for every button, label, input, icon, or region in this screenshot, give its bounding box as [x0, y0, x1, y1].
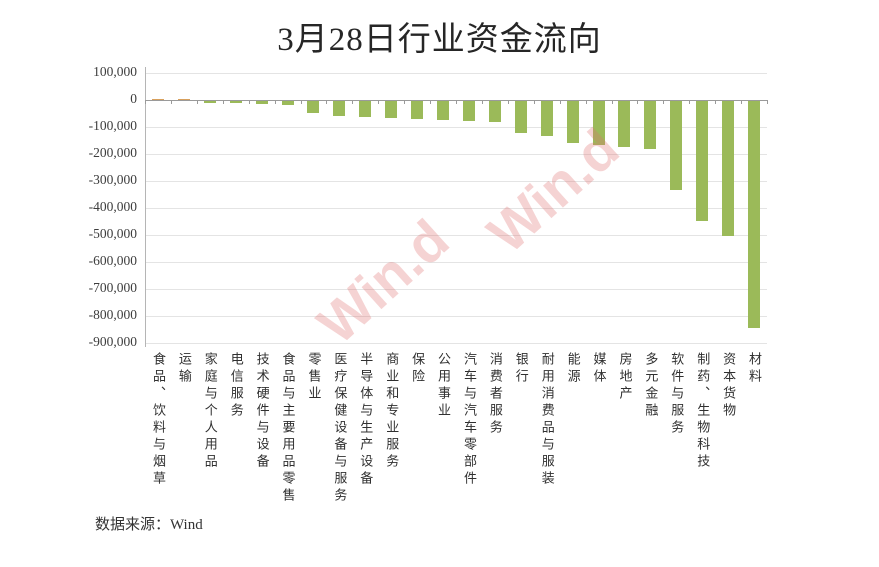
bar [151, 98, 164, 100]
axis-tick [533, 100, 535, 104]
gridline [145, 262, 767, 263]
axis-tick [507, 100, 509, 104]
bar [411, 101, 424, 120]
y-axis-label: -200,000 [88, 145, 137, 160]
x-axis-label: 软件与服务 [669, 352, 685, 437]
axis-tick [481, 100, 483, 104]
gridline [145, 127, 767, 128]
y-axis-label: 100,000 [93, 64, 137, 79]
y-axis-label: -800,000 [88, 307, 137, 322]
bar [488, 101, 501, 123]
bar [696, 101, 709, 222]
axis-tick [456, 100, 457, 104]
bar [618, 101, 631, 147]
gridline [145, 154, 767, 155]
axis-tick [430, 100, 432, 104]
x-axis-label: 家庭与个人用品 [202, 352, 218, 471]
axis-tick [300, 100, 302, 104]
y-axis-label: -400,000 [88, 199, 137, 214]
gridline [145, 73, 767, 74]
x-axis-label: 制药、生物科技 [695, 352, 711, 471]
bar [281, 101, 294, 106]
x-axis-label: 材料 [747, 352, 763, 386]
bar [203, 101, 216, 103]
x-axis-label: 汽车与汽车零部件 [461, 352, 477, 488]
bar [385, 101, 398, 118]
bar [359, 101, 372, 117]
data-source: 数据来源：Wind [95, 517, 203, 533]
bar [540, 101, 553, 137]
bar [592, 101, 605, 146]
x-axis-label: 医疗保健设备与服务 [332, 352, 348, 505]
x-axis-label: 食品、饮料与烟草 [150, 352, 166, 488]
gridline [145, 235, 767, 236]
gridline [145, 289, 767, 290]
axis-tick [404, 100, 406, 104]
x-axis-label: 耐用消费品与服装 [539, 352, 555, 488]
bar [566, 101, 579, 143]
gridline [145, 181, 767, 182]
chart-title: 3月28日行业资金流向 [277, 22, 602, 58]
gridline [145, 343, 767, 344]
axis-tick [145, 100, 146, 104]
axis-tick [378, 100, 380, 104]
bar [748, 101, 761, 328]
bar [333, 101, 346, 116]
y-axis-label: -900,000 [88, 334, 137, 349]
axis-tick [248, 100, 250, 104]
bar [462, 101, 475, 121]
axis-tick [559, 100, 561, 104]
x-axis-label: 电信服务 [228, 352, 244, 420]
axis-tick [741, 100, 743, 104]
axis-tick [767, 100, 768, 104]
axis-tick [611, 100, 613, 104]
bar [437, 101, 450, 120]
axis-tick [352, 100, 354, 104]
axis-tick [326, 100, 328, 104]
x-axis-label: 房地产 [617, 352, 633, 403]
x-axis-label: 技术硬件与设备 [254, 352, 270, 471]
bar [722, 101, 735, 236]
bar [229, 101, 242, 103]
bar [255, 101, 268, 105]
bar [514, 101, 527, 133]
y-axis-label: -700,000 [88, 280, 137, 295]
x-axis-label: 零售业 [306, 352, 322, 403]
x-axis-label: 保险 [410, 352, 426, 386]
gridline [145, 208, 767, 209]
y-axis-label: -500,000 [88, 226, 137, 241]
axis-tick [637, 100, 639, 104]
axis-tick [274, 100, 276, 104]
x-axis-label: 多元金融 [643, 352, 659, 420]
axis-tick [689, 100, 691, 104]
y-axis-line [145, 67, 146, 347]
axis-tick [663, 100, 665, 104]
gridline [145, 316, 767, 317]
x-axis-label: 银行 [513, 352, 529, 386]
bar [644, 101, 657, 150]
x-axis-label: 资本货物 [721, 352, 737, 420]
y-axis-label: -300,000 [88, 172, 137, 187]
y-axis-label: -600,000 [88, 253, 137, 268]
x-axis-label: 消费者服务 [487, 352, 503, 437]
axis-tick [715, 100, 717, 104]
y-axis-label: -100,000 [88, 118, 137, 133]
axis-tick [222, 100, 224, 104]
x-axis-label: 公用事业 [436, 352, 452, 420]
x-axis-label: 媒体 [591, 352, 607, 386]
x-axis-label: 商业和专业服务 [384, 352, 400, 471]
y-axis-label: 0 [130, 91, 137, 106]
x-axis-label: 能源 [565, 352, 581, 386]
x-axis-label: 运输 [176, 352, 192, 386]
bar [177, 98, 190, 100]
axis-tick [170, 100, 172, 104]
x-axis-label: 半导体与生产设备 [358, 352, 374, 488]
axis-tick [196, 100, 198, 104]
bar [307, 101, 320, 113]
bar [670, 101, 683, 191]
axis-tick [585, 100, 587, 104]
x-axis-label: 食品与主要用品零售 [280, 352, 296, 505]
